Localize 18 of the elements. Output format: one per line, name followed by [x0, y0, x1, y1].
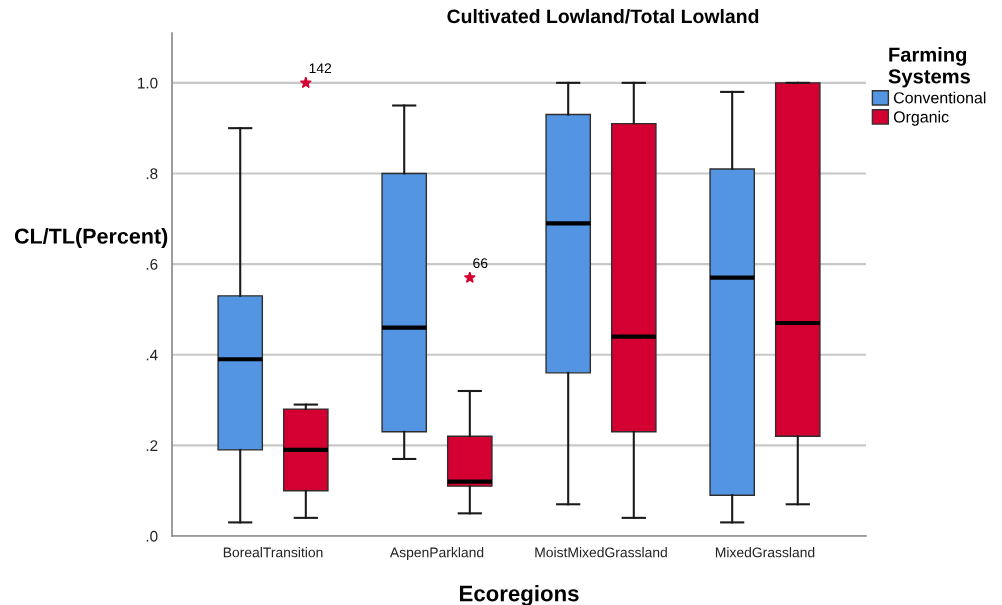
y-axis-title: CL/TL(Percent)	[14, 227, 168, 249]
y-tick-label: 1.0	[138, 77, 158, 89]
x-tick-label: BorealTransition	[223, 547, 323, 558]
x-tick-label: MixedGrassland	[715, 547, 815, 558]
y-tick-label: .0	[146, 530, 158, 542]
legend-label: Conventional	[893, 91, 986, 104]
x-axis-title: Ecoregions	[459, 585, 579, 605]
y-tick-label: .2	[146, 440, 158, 451]
legend-label: Organic	[893, 110, 949, 126]
chart-title: Cultivated Lowland/Total Lowland	[447, 8, 759, 24]
x-tick-label: MoistMixedGrassland	[535, 547, 667, 558]
y-tick-label: .6	[146, 258, 158, 270]
y-tick-label: .4	[146, 349, 158, 361]
annotation: 142	[309, 63, 332, 74]
legend-title: Farming Systems	[888, 46, 970, 88]
x-tick-label: AspenParkland	[389, 547, 484, 561]
y-tick-label: .8	[146, 168, 158, 180]
annotation: 66	[473, 258, 488, 269]
